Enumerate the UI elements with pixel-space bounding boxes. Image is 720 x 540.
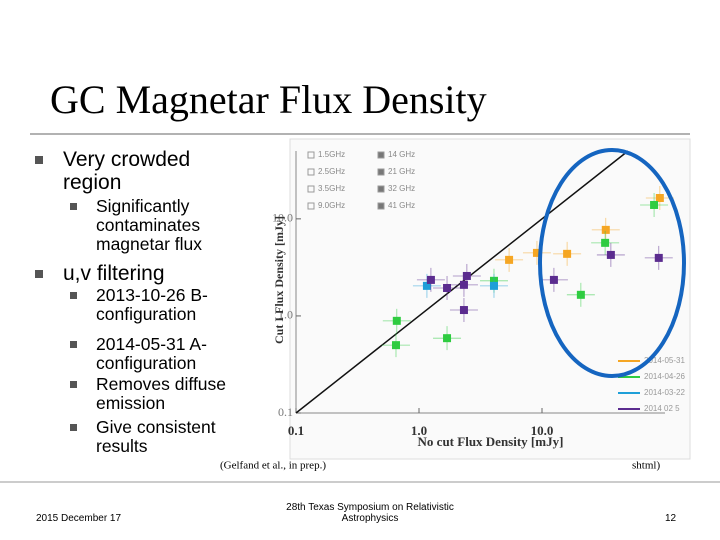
- x-tick-label: 1.0: [411, 423, 427, 438]
- point: [391, 341, 400, 350]
- sub-bullet-text: Give consistent results: [96, 417, 216, 456]
- point: [505, 255, 514, 264]
- legend-marker: [307, 168, 315, 176]
- point: [392, 316, 401, 325]
- footer-page: 12: [665, 513, 677, 524]
- legend-label: 2014 02 5: [644, 404, 680, 413]
- slide-title: GC Magnetar Flux Density: [50, 77, 487, 122]
- legend-label: 21 GHz: [388, 167, 415, 176]
- point: [443, 334, 452, 343]
- legend-marker: [307, 202, 315, 210]
- point: [655, 193, 664, 202]
- legend-label: 2014-03-22: [644, 388, 685, 397]
- sub-bullet-text: 2014-05-31 A-configuration: [96, 334, 207, 373]
- bullet-marker: [70, 292, 77, 299]
- bullet-marker: [35, 270, 43, 278]
- plot-frame: [289, 138, 691, 460]
- legend-marker: [307, 151, 315, 159]
- x-tick-label: 10.0: [531, 423, 554, 438]
- legend-marker: [377, 151, 385, 159]
- legend-label: 1.5GHz: [318, 150, 345, 159]
- y-tick-label: 1.0: [278, 308, 293, 322]
- footer-event: 28th Texas Symposium on Relativistic Ast…: [286, 502, 454, 524]
- point: [606, 250, 615, 259]
- legend-label: 32 GHz: [388, 184, 415, 193]
- legend-label: 41 GHz: [388, 201, 415, 210]
- legend-marker: [377, 202, 385, 210]
- point: [489, 281, 498, 290]
- point: [459, 280, 468, 289]
- sub-bullet-text: Removes diffuse emission: [96, 374, 227, 413]
- y-tick-label: 10.0: [272, 211, 293, 225]
- x-tick-label: 0.1: [288, 423, 304, 438]
- y-tick-label: 0.1: [278, 405, 293, 419]
- legend-marker: [377, 185, 385, 193]
- sub-bullet-text: Significantly contaminates magnetar flux: [96, 196, 203, 254]
- legend-label: 14 GHz: [388, 150, 415, 159]
- sub-bullet-text: 2013-10-26 B-configuration: [96, 285, 208, 324]
- legend-label: 2.5GHz: [318, 167, 345, 176]
- legend-marker: [377, 168, 385, 176]
- point: [650, 200, 659, 209]
- highlight-ellipse: [538, 148, 686, 378]
- point: [654, 253, 663, 262]
- point: [601, 238, 610, 247]
- legend-marker: [307, 185, 315, 193]
- point: [422, 281, 431, 290]
- point: [426, 275, 435, 284]
- caption: (Gelfand et al., in prep.): [220, 460, 326, 472]
- bullet-marker: [70, 341, 77, 348]
- legend-label: 9.0GHz: [318, 201, 345, 210]
- bullet-marker: [70, 381, 77, 388]
- bullet-text: Very crowded region: [63, 148, 191, 194]
- y-axis-label: Cut I Flux Density [mJy]: [272, 216, 286, 344]
- point: [443, 283, 452, 292]
- point: [462, 271, 471, 280]
- point: [549, 275, 558, 284]
- legend-label: 2014-05-31: [644, 356, 685, 365]
- legend-label: 3.5GHz: [318, 184, 345, 193]
- bullet-marker: [35, 156, 43, 164]
- point: [576, 290, 585, 299]
- bullet-marker: [70, 203, 77, 210]
- bullet-marker: [70, 424, 77, 431]
- legend-label: 2014-04-26: [644, 372, 685, 381]
- bullet-text: u,v filtering: [63, 262, 165, 285]
- caption-fragment: shtml): [632, 460, 660, 472]
- point: [563, 249, 572, 258]
- point: [459, 306, 468, 315]
- x-axis-label: No cut Flux Density [mJy]: [418, 434, 564, 449]
- point: [532, 248, 541, 257]
- footer-date: 2015 December 17: [36, 513, 122, 524]
- point: [601, 225, 610, 234]
